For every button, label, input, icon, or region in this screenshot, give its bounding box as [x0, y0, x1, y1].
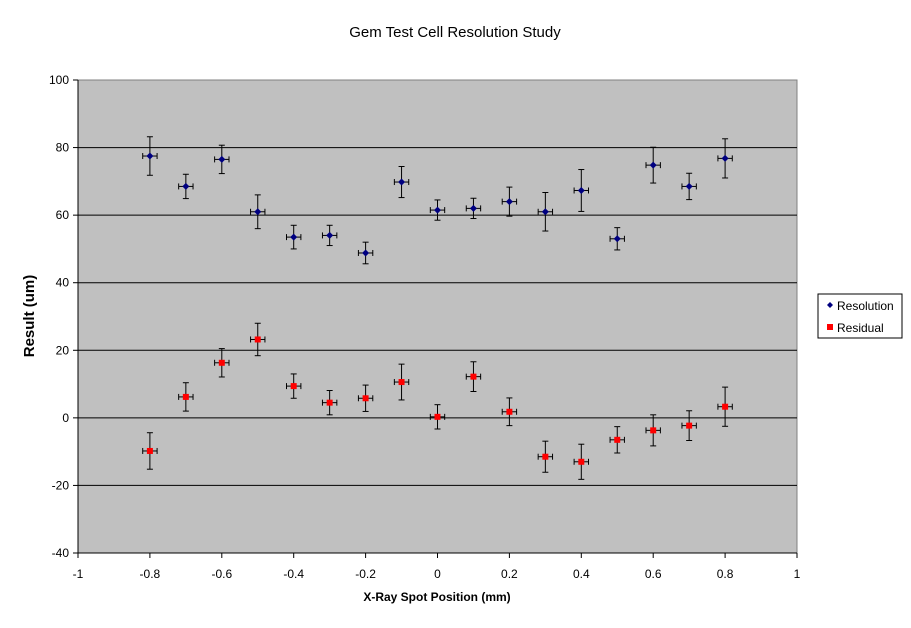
resolution-point: [613, 235, 621, 243]
resolution-point: [685, 182, 693, 190]
residual-point: [506, 408, 513, 415]
resolution-point: [398, 178, 406, 186]
residual-point: [218, 359, 225, 366]
legend-box: [817, 293, 903, 339]
chart-title: Gem Test Cell Resolution Study: [349, 24, 561, 41]
residual-point: [182, 393, 189, 400]
y-tick-label: 0: [62, 411, 69, 425]
x-tick-label: -1: [73, 567, 84, 581]
x-tick-label: -0.4: [283, 567, 304, 581]
y-tick-label: 40: [56, 276, 70, 290]
y-tick-label: 100: [49, 73, 69, 87]
residual-point: [578, 458, 585, 465]
x-tick-label: 0.6: [645, 567, 662, 581]
residual-point: [470, 373, 477, 380]
plot-area: 100 80 60 40 20 0 -20 -40-1 -0.8 -0.6 -0.4 -0.2 0 0.2…: [49, 73, 801, 581]
x-tick-label: -0.6: [211, 567, 232, 581]
resolution-point: [649, 161, 657, 169]
resolution-point: [469, 204, 477, 212]
residual-point: [290, 383, 297, 390]
legend-item-resolution: Resolution: [827, 299, 894, 313]
residual-point: [434, 413, 441, 420]
y-tick-label: 60: [56, 208, 70, 222]
resolution-point: [577, 186, 585, 194]
legend-marker-resolution: [827, 302, 833, 308]
resolution-point: [505, 198, 513, 206]
x-tick-label: 1: [794, 567, 801, 581]
x-tick-label: -0.2: [355, 567, 376, 581]
resolution-point: [146, 152, 154, 160]
residual-point: [722, 403, 729, 410]
resolution-point: [541, 208, 549, 216]
legend: Resolution Residual: [817, 293, 903, 339]
residual-point: [650, 427, 657, 434]
legend-item-residual: Residual: [827, 321, 884, 335]
residual-point: [398, 379, 405, 386]
resolution-point: [721, 154, 729, 162]
resolution-point: [434, 206, 441, 214]
legend-label-residual: Residual: [837, 321, 884, 335]
y-tick-label: 80: [56, 141, 70, 155]
resolution-point: [182, 182, 190, 190]
resolution-point: [254, 208, 262, 216]
legend-label-resolution: Resolution: [837, 299, 894, 313]
y-tick-label: -40: [52, 546, 70, 560]
resolution-point: [218, 155, 226, 163]
residual-point: [362, 395, 369, 402]
x-tick-label: 0: [434, 567, 441, 581]
x-tick-label: -0.8: [140, 567, 161, 581]
residual-point: [686, 422, 693, 429]
y-tick-label: 20: [56, 343, 70, 357]
resolution-point: [362, 249, 370, 257]
residual-point: [146, 447, 153, 454]
residual-point: [614, 436, 621, 443]
x-axis-label: X-Ray Spot Position (mm): [363, 590, 510, 604]
residual-point: [326, 399, 333, 406]
y-tick-label: -20: [52, 478, 70, 492]
y-axis-label: Result (um): [21, 275, 38, 358]
residual-point: [254, 336, 261, 343]
resolution-point: [326, 231, 334, 239]
x-tick-label: 0.2: [501, 567, 518, 581]
legend-marker-residual: [827, 324, 833, 330]
plot-background: [77, 79, 798, 554]
residual-point: [542, 453, 549, 460]
x-tick-label: 0.4: [573, 567, 590, 581]
resolution-point: [290, 233, 298, 241]
x-tick-label: 0.8: [717, 567, 734, 581]
